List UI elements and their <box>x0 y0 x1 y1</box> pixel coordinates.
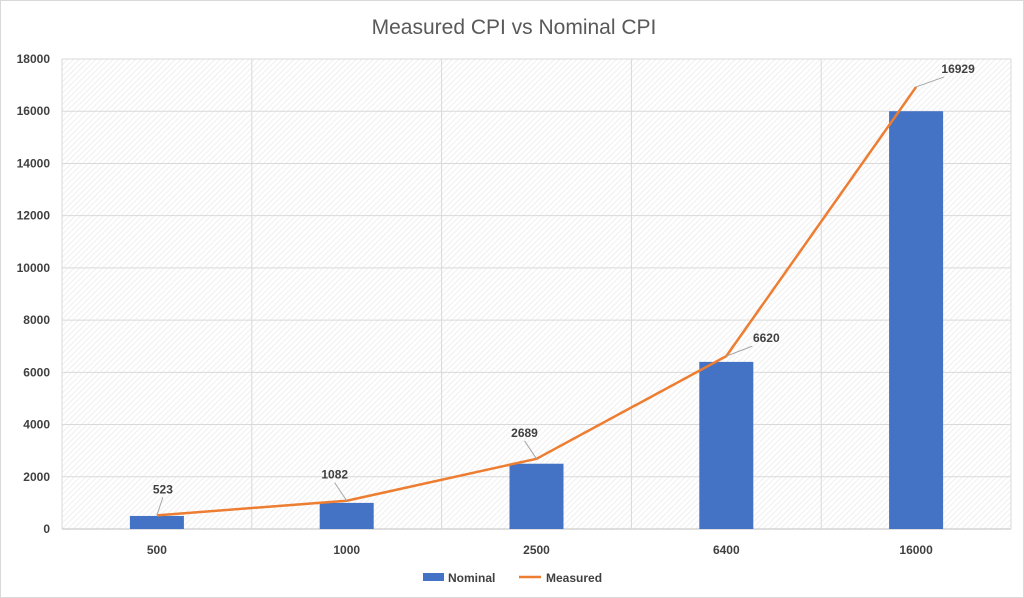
leader-line-500 <box>156 497 164 516</box>
chart-title: Measured CPI vs Nominal CPI <box>372 16 657 39</box>
y-tick-label: 14000 <box>17 156 51 170</box>
y-tick-label: 12000 <box>17 209 51 223</box>
plot-area <box>62 59 1011 529</box>
bar-nominal-500 <box>129 515 184 529</box>
legend-nominal-label: Nominal <box>448 571 495 585</box>
x-tick-label: 6400 <box>713 543 740 557</box>
data-label-measured-16000: 16929 <box>941 62 975 76</box>
leader-line-6400 <box>726 345 753 357</box>
x-tick-label: 16000 <box>899 543 933 557</box>
y-tick-label: 18000 <box>17 52 51 66</box>
leader-line-1000 <box>334 482 348 502</box>
bar-nominal-1000 <box>319 502 374 529</box>
x-tick-label: 1000 <box>333 543 360 557</box>
x-tick-label: 2500 <box>523 543 550 557</box>
bar-nominal-16000 <box>889 111 944 529</box>
data-label-measured-6400: 6620 <box>753 331 780 345</box>
y-tick-label: 16000 <box>17 104 51 118</box>
x-tick-label: 500 <box>147 543 167 557</box>
legend-nominal-swatch <box>423 573 444 581</box>
bar-nominal-6400 <box>699 361 754 529</box>
y-tick-label: 8000 <box>23 313 50 327</box>
legend-measured-label: Measured <box>546 571 602 585</box>
y-tick-label: 0 <box>43 522 50 536</box>
y-tick-label: 2000 <box>23 470 50 484</box>
nominal-series <box>129 111 944 529</box>
y-tick-label: 10000 <box>17 261 51 275</box>
measured-data-labels: 523 1082 2689 6620 16929 <box>153 62 975 516</box>
data-label-measured-2500: 2689 <box>511 426 538 440</box>
y-axis: 0 2000 4000 6000 8000 10000 12000 14000 16000 180… <box>17 52 51 536</box>
y-tick-label: 6000 <box>23 365 50 379</box>
grid-layer <box>61 58 1012 530</box>
x-axis: 500 1000 2500 6400 16000 <box>147 543 933 557</box>
leader-line-2500 <box>524 440 537 460</box>
data-label-measured-500: 523 <box>153 482 173 496</box>
data-label-measured-1000: 1082 <box>321 468 348 482</box>
y-tick-label: 4000 <box>23 418 50 432</box>
bar-nominal-2500 <box>509 463 564 529</box>
legend: Nominal Measured <box>423 571 602 585</box>
leader-line-16000 <box>915 76 945 88</box>
